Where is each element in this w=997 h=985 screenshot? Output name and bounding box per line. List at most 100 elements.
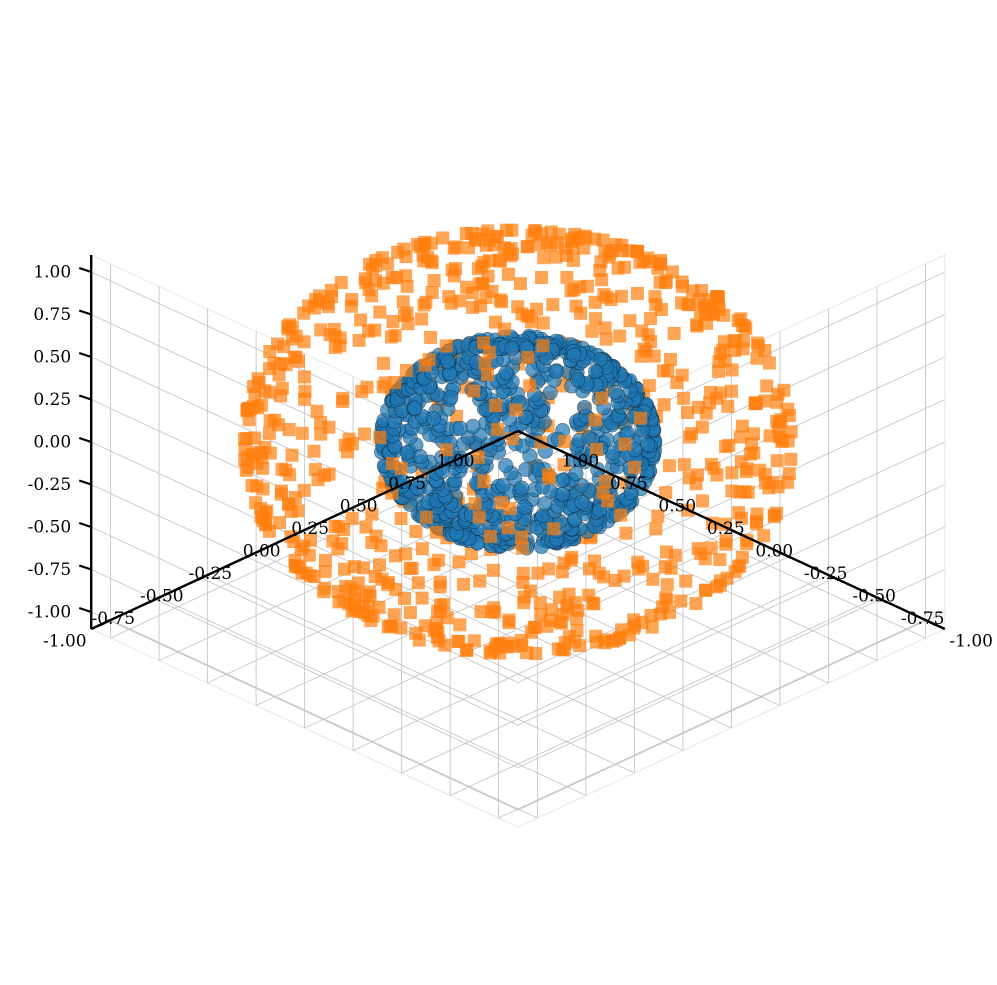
outer-sphere-point [495, 295, 508, 309]
inner-sphere-point [518, 461, 534, 477]
outer-sphere-point [297, 370, 311, 384]
grid-line [255, 507, 684, 706]
outer-sphere-point [614, 508, 628, 522]
outer-sphere-point [473, 574, 487, 588]
z-tick-mark [78, 479, 92, 486]
outer-sphere-point [289, 350, 303, 364]
x-tick-mark [682, 506, 694, 514]
inner-sphere-point [554, 486, 570, 502]
y-tick-label: 0.75 [388, 474, 426, 494]
outer-sphere-point [314, 416, 328, 430]
outer-sphere-point [502, 616, 516, 630]
x-tick-label: 1.00 [561, 452, 599, 472]
x-tick-label: -0.50 [852, 587, 896, 607]
outer-sphere-point [365, 507, 379, 521]
outer-sphere-point [387, 608, 401, 622]
z-tick-label: -0.25 [28, 475, 72, 495]
outer-sphere-point [388, 328, 402, 342]
inner-sphere-point [566, 347, 582, 363]
outer-sphere-point [644, 312, 658, 325]
outer-sphere-point [573, 280, 587, 294]
outer-sphere-point [674, 594, 688, 608]
inner-sphere-point [516, 499, 532, 515]
outer-sphere-point [495, 496, 508, 510]
outer-sphere-point [689, 597, 703, 611]
outer-sphere-point [713, 386, 727, 400]
inner-sphere-point [440, 354, 456, 370]
outer-sphere-point [368, 570, 382, 583]
outer-sphere-point [596, 486, 610, 500]
outer-sphere-point [282, 497, 296, 511]
outer-sphere-point [307, 444, 321, 458]
outer-sphere-point [599, 332, 613, 346]
outer-sphere-point [509, 403, 523, 417]
outer-sphere-point [400, 279, 414, 293]
outer-sphere-point [419, 510, 433, 524]
outer-sphere-point [389, 549, 402, 563]
inner-sphere-point [570, 372, 586, 388]
outer-sphere-point [597, 288, 611, 302]
outer-sphere-point [762, 481, 776, 495]
z-tick-label: 0.75 [33, 305, 71, 325]
outer-sphere-point [275, 382, 289, 395]
outer-sphere-point [525, 315, 538, 329]
outer-sphere-point [424, 331, 438, 344]
outer-sphere-point [245, 479, 259, 493]
outer-sphere-point [568, 596, 582, 610]
outer-sphere-point [728, 565, 742, 579]
outer-sphere-point [714, 574, 727, 588]
outer-sphere-point [427, 274, 441, 287]
outer-sphere-point [489, 399, 503, 413]
outer-sphere-point [675, 296, 688, 310]
outer-sphere-point [619, 526, 633, 540]
y-tick-label: 0.50 [340, 497, 378, 517]
z-tick-mark [78, 266, 92, 274]
outer-sphere-point [544, 238, 558, 252]
outer-sphere-point [297, 483, 311, 497]
outer-sphere-point [564, 553, 578, 567]
outer-sphere-point [534, 607, 548, 621]
x-tick-mark [827, 574, 839, 581]
inner-sphere-point [574, 494, 590, 510]
outer-sphere-point [327, 322, 341, 336]
outer-sphere-point [411, 576, 425, 590]
inner-sphere-point [537, 496, 553, 512]
outer-sphere-point [535, 271, 548, 284]
outer-sphere-point [506, 247, 520, 261]
outer-sphere-point [681, 406, 694, 419]
outer-sphere-point [670, 376, 684, 390]
outer-sphere-point [659, 591, 673, 605]
inner-sphere-point [581, 429, 597, 445]
outer-sphere-point [659, 486, 673, 500]
outer-sphere-point [642, 379, 656, 393]
outer-sphere-point [373, 305, 387, 319]
outer-sphere-point [646, 572, 660, 586]
outer-sphere-point [784, 452, 798, 466]
outer-sphere-point [422, 353, 436, 367]
outer-sphere-point [515, 530, 528, 544]
outer-sphere-point [686, 284, 700, 298]
inner-sphere-point [548, 363, 564, 379]
outer-sphere-point [714, 346, 727, 360]
outer-sphere-point [649, 298, 663, 312]
outer-sphere-point [542, 562, 556, 576]
y-tick-mark [488, 439, 500, 446]
tick-labels: -1.00-0.75-0.50-0.250.000.250.500.751.00… [28, 263, 993, 652]
outer-sphere-point [602, 250, 616, 264]
x-tick-label: 0.00 [755, 542, 793, 562]
outer-sphere-point [771, 387, 785, 401]
outer-sphere-point [516, 541, 530, 555]
outer-sphere-point [617, 569, 631, 583]
outer-sphere-point [747, 427, 760, 441]
outer-sphere-point [698, 552, 712, 566]
outer-sphere-point [662, 459, 676, 473]
outer-sphere-point [555, 565, 569, 579]
outer-sphere-point [501, 521, 515, 535]
inner-sphere-point [465, 418, 481, 434]
outer-sphere-point [583, 562, 596, 576]
grid-line [91, 399, 519, 598]
outer-sphere-point [311, 473, 325, 487]
outer-sphere-point [381, 578, 395, 592]
outer-sphere-point [552, 227, 566, 241]
outer-sphere-point [472, 510, 486, 524]
